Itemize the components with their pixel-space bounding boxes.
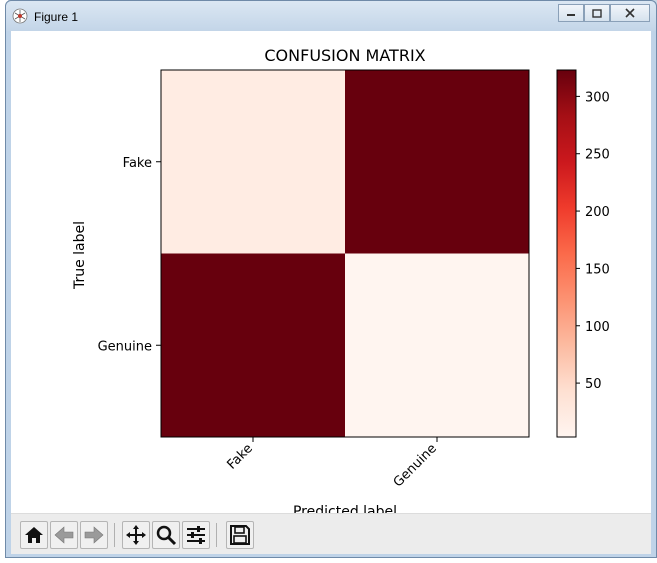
forward-arrow-icon [84, 526, 104, 544]
magnifier-icon [156, 525, 177, 546]
toolbar-separator [114, 523, 115, 547]
save-button[interactable] [226, 521, 254, 549]
colorbar-ticks: 50 100 150 200 250 300 [576, 90, 610, 392]
x-axis-label: Predicted label [293, 504, 397, 513]
chart-title: CONFUSION MATRIX [264, 46, 425, 65]
back-arrow-icon [54, 526, 74, 544]
colorbar-tick-label: 100 [585, 320, 610, 335]
y-axis-label: True label [72, 221, 88, 290]
sliders-icon [187, 526, 205, 544]
heatmap-cell [345, 253, 529, 437]
y-tick-label: Fake [123, 156, 152, 171]
figure-window: Figure 1 CONFUSION MATRIX Fake Genuine Fa… [5, 0, 657, 558]
figure-canvas[interactable]: CONFUSION MATRIX Fake Genuine Fake Genuine… [11, 31, 651, 520]
colorbar-tick-label: 150 [585, 262, 610, 277]
title-bar[interactable]: Figure 1 [6, 1, 656, 31]
minimize-icon [567, 14, 575, 16]
figure-client-area: CONFUSION MATRIX Fake Genuine Fake Genuine… [11, 31, 651, 554]
navigation-toolbar [11, 513, 651, 554]
colorbar [556, 69, 577, 438]
configure-subplots-button[interactable] [182, 521, 210, 549]
home-icon [25, 527, 43, 543]
plot-frame [160, 69, 530, 438]
y-axis-ticks: Fake Genuine [98, 156, 161, 354]
window-title: Figure 1 [34, 10, 79, 24]
maximize-button[interactable] [584, 4, 610, 22]
y-tick-label: Genuine [98, 339, 152, 354]
close-button[interactable] [610, 4, 650, 22]
x-axis-ticks: Fake Genuine [224, 437, 440, 490]
heatmap-cell [161, 70, 345, 254]
floppy-disk-icon [230, 525, 250, 545]
background-editor-strip [0, 0, 8, 563]
zoom-button[interactable] [152, 521, 180, 549]
background-editor-strip-bottom [0, 556, 657, 563]
pan-button[interactable] [122, 521, 150, 549]
x-tick-label: Fake [224, 441, 255, 472]
x-tick-label: Genuine [391, 441, 440, 490]
colorbar-tick-label: 50 [585, 377, 602, 392]
colorbar-tick-label: 250 [585, 148, 610, 163]
home-button[interactable] [20, 521, 48, 549]
confusion-matrix-chart: CONFUSION MATRIX Fake Genuine Fake Genuine… [72, 46, 610, 520]
maximize-icon [592, 8, 602, 18]
close-icon [625, 8, 635, 18]
heatmap-cell [161, 253, 345, 437]
move-arrows-icon [126, 525, 146, 545]
forward-button[interactable] [80, 521, 108, 549]
colorbar-tick-label: 200 [585, 205, 610, 220]
window-controls [558, 4, 650, 24]
heatmap-cell [345, 70, 529, 254]
matplotlib-logo-icon [12, 8, 28, 24]
back-button[interactable] [50, 521, 78, 549]
toolbar-separator [216, 523, 217, 547]
colorbar-tick-label: 300 [585, 90, 610, 105]
heatmap-cells [161, 70, 529, 437]
minimize-button[interactable] [558, 4, 584, 22]
